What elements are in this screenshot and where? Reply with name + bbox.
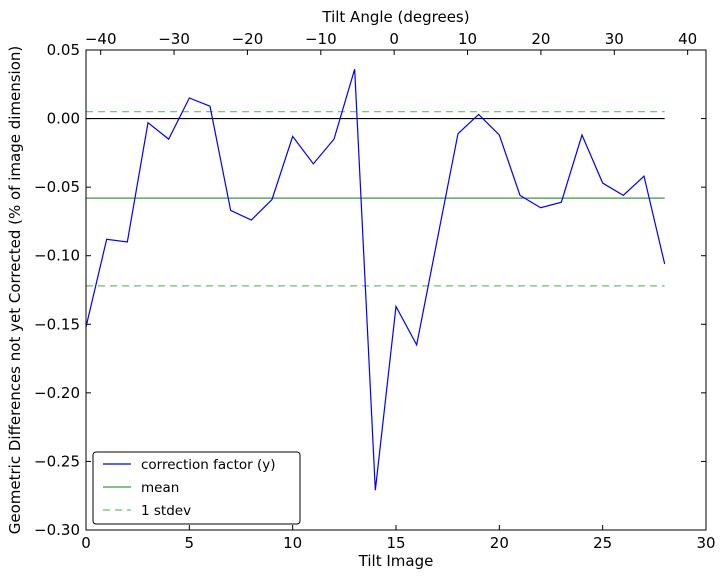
legend-label: mean (141, 480, 179, 496)
y-tick-label: −0.25 (34, 452, 80, 470)
y-tick-label: 0.00 (47, 110, 80, 128)
top-x-tick-label: 30 (605, 30, 624, 48)
x-axis-label: Tilt Image (358, 552, 434, 570)
top-x-tick-label: −30 (158, 30, 190, 48)
y-tick-label: −0.30 (34, 521, 80, 539)
series-line-0 (85, 69, 666, 491)
x-tick-label: 25 (593, 534, 612, 552)
top-x-tick-label: 10 (458, 30, 477, 48)
legend-label: correction factor (y) (141, 457, 276, 473)
top-x-tick-label: −40 (85, 30, 117, 48)
x-tick-label: 0 (81, 534, 91, 552)
y-tick-label: −0.05 (34, 178, 80, 196)
top-x-tick-label: −20 (232, 30, 264, 48)
top-x-tick-label: 0 (389, 30, 399, 48)
y-tick-label: −0.15 (34, 315, 80, 333)
top-x-tick-label: 40 (678, 30, 697, 48)
x-tick-label: 30 (696, 534, 715, 552)
top-x-tick-label: −10 (305, 30, 337, 48)
axis-ticks: 0 5 10 15 20 25 30 0.05 0.00 −0.05 −0.10 −0.15 −0.20… (34, 30, 716, 552)
y-tick-label: −0.10 (34, 247, 80, 265)
y-tick-label: 0.05 (47, 41, 80, 59)
legend: correction factor (y) mean 1 stdev (92, 451, 301, 525)
x-tick-label: 5 (185, 534, 195, 552)
y-axis-label: Geometric Differences not yet Corrected … (6, 46, 24, 535)
plot-marks (85, 69, 666, 491)
top-x-axis-label: Tilt Angle (degrees) (321, 8, 469, 26)
legend-items: correction factor (y) mean 1 stdev (103, 457, 276, 519)
top-x-tick-label: 20 (531, 30, 550, 48)
x-tick-label: 10 (283, 534, 302, 552)
x-tick-label: 15 (386, 534, 405, 552)
y-tick-label: −0.20 (34, 384, 80, 402)
legend-label: 1 stdev (141, 503, 191, 519)
x-tick-label: 20 (490, 534, 509, 552)
legend-box (92, 451, 301, 525)
